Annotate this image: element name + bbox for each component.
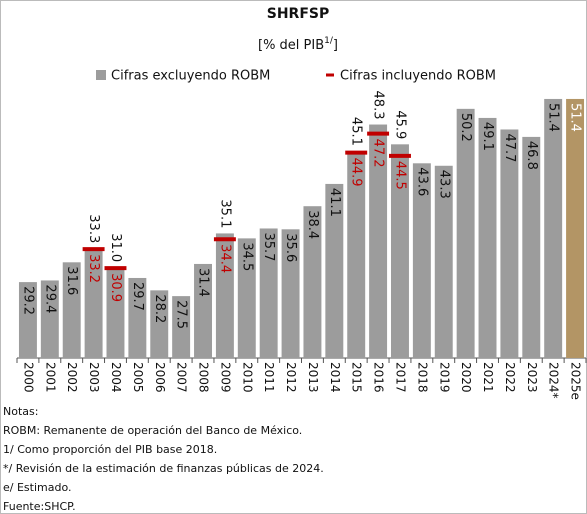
bar: [106, 267, 125, 358]
x-tick-label: 2016: [372, 362, 386, 393]
x-tick-label: 2009: [218, 362, 232, 393]
bar: [522, 136, 541, 358]
value-label: 29.7: [130, 282, 145, 311]
value-label: 48.3: [371, 91, 386, 120]
x-tick-label: 2007: [175, 362, 189, 393]
robm-label: 44.5: [392, 161, 407, 190]
x-tick-label: 2020: [459, 362, 473, 393]
x-tick-label: 2025e: [569, 362, 583, 400]
chart-title: SHRFSP: [267, 6, 330, 22]
robm-label: 30.9: [108, 273, 123, 302]
bar: [18, 282, 37, 358]
value-label: 31.6: [64, 266, 79, 295]
x-tick-label: 2019: [437, 362, 451, 393]
x-tick-label: 2013: [306, 362, 320, 393]
legend-label: Cifras incluyendo ROBM: [340, 69, 496, 84]
bar: [456, 108, 475, 358]
x-tick-label: 2015: [350, 362, 364, 393]
x-tick-label: 2003: [87, 362, 101, 393]
subtitle-part: ]: [333, 38, 338, 53]
bar: [150, 290, 169, 358]
bar: [500, 129, 519, 358]
value-label: 45.1: [349, 117, 364, 146]
value-label: 38.4: [305, 210, 320, 239]
x-tick-label: 2004: [109, 362, 123, 393]
bar: [566, 98, 585, 358]
note: Notas:: [3, 405, 38, 418]
value-label: 51.4: [546, 103, 561, 132]
legend-label: Cifras excluyendo ROBM: [111, 69, 270, 84]
x-tick-label: 2008: [197, 362, 211, 393]
value-label: 34.5: [239, 242, 254, 271]
x-tick-label: 2002: [65, 362, 79, 393]
value-label: 35.6: [283, 233, 298, 262]
note: e/ Estimado.: [3, 481, 72, 494]
value-label: 47.7: [502, 133, 517, 162]
x-tick-label: 2000: [21, 362, 35, 393]
bar: [412, 163, 431, 358]
x-tick-label: 2005: [131, 362, 145, 393]
x-tick-label: 2023: [525, 362, 539, 393]
value-label: 51.4: [568, 103, 583, 132]
bar: [194, 263, 212, 358]
bar: [84, 248, 103, 358]
value-label: 43.3: [436, 170, 451, 199]
value-label: 45.9: [392, 110, 407, 139]
bar: [40, 280, 59, 358]
bar: [281, 229, 300, 358]
bar: [303, 206, 322, 358]
x-tick-label: 2012: [284, 362, 298, 393]
x-tick-label: 2024*: [547, 362, 561, 399]
value-label: 31.0: [108, 233, 123, 262]
subtitle-part: [% del PIB: [258, 38, 324, 53]
value-label: 33.3: [86, 214, 101, 243]
bar: [128, 277, 147, 358]
value-label: 50.2: [458, 113, 473, 142]
note: Fuente:SHCP.: [3, 500, 76, 513]
x-tick-label: 2014: [328, 362, 342, 393]
subtitle-part: 1/: [324, 36, 334, 46]
bar: [434, 165, 453, 358]
value-label: 31.4: [196, 268, 211, 297]
bar: [391, 144, 409, 358]
value-label: 49.1: [480, 122, 495, 151]
robm-label: 44.9: [349, 158, 364, 187]
x-tick-label: 2010: [240, 362, 254, 393]
value-label: 41.1: [327, 188, 342, 217]
x-tick-label: 2011: [262, 362, 276, 393]
bar: [172, 296, 191, 358]
note: ROBM: Remanente de operación del Banco d…: [3, 424, 302, 437]
x-tick-label: 2017: [393, 362, 407, 393]
value-label: 28.2: [152, 294, 167, 323]
value-label: 46.8: [524, 141, 539, 170]
value-label: 29.4: [42, 284, 57, 313]
bar: [62, 262, 81, 358]
bar: [478, 117, 497, 358]
bar: [215, 233, 234, 358]
x-tick-label: 2022: [503, 362, 517, 393]
x-tick-label: 2001: [43, 362, 57, 393]
value-label: 29.2: [20, 286, 35, 315]
x-tick-label: 2018: [415, 362, 429, 393]
note: 1/ Como proporción del PIB base 2018.: [3, 443, 217, 456]
note: */ Revisión de la estimación de finanzas…: [3, 462, 324, 475]
legend-swatch: [96, 70, 106, 80]
value-label: 43.6: [414, 167, 429, 196]
robm-label: 47.2: [371, 139, 386, 168]
value-label: 35.1: [217, 199, 232, 228]
bar: [237, 238, 256, 358]
chart-subtitle: [% del PIB1/]: [258, 36, 338, 53]
bar: [544, 98, 563, 358]
bar: [325, 183, 344, 358]
value-label: 35.7: [261, 232, 276, 261]
robm-label: 33.2: [86, 254, 101, 283]
x-tick-label: 2006: [153, 362, 167, 393]
value-label: 27.5: [174, 300, 189, 329]
bar: [369, 124, 388, 359]
robm-label: 34.4: [217, 244, 232, 273]
bar: [347, 150, 366, 358]
bar: [259, 228, 278, 358]
x-tick-label: 2021: [481, 362, 495, 393]
